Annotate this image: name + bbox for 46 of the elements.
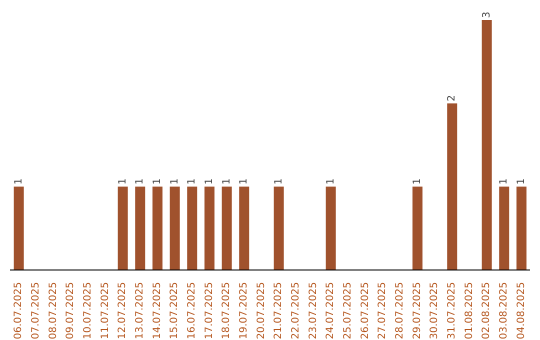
data-label: 1	[498, 178, 510, 185]
x-tick-label: 18.07.2025	[221, 282, 232, 340]
data-label: 3	[481, 12, 492, 18]
x-tick-label: 14.07.2025	[152, 282, 163, 340]
data-label: 1	[204, 178, 215, 185]
x-tick-label: 30.07.2025	[429, 282, 440, 340]
x-tick-label: 11.07.2025	[100, 282, 111, 340]
x-tick-label: 19.07.2025	[238, 282, 250, 340]
data-label: 1	[117, 178, 128, 185]
x-tick-label: 13.07.2025	[134, 282, 146, 340]
x-tick-label: 29.07.2025	[412, 282, 423, 340]
data-label: 1	[221, 178, 232, 185]
data-label: 1	[238, 178, 250, 185]
data-label: 1	[186, 178, 198, 185]
x-tick-label: 03.08.2025	[498, 282, 510, 340]
data-label: 1	[412, 178, 423, 185]
data-label: 1	[325, 178, 336, 185]
x-tick-label: 10.07.2025	[82, 282, 94, 340]
data-label: 1	[516, 178, 527, 185]
x-tick-label: 31.07.2025	[446, 282, 458, 340]
x-tick-label: 08.07.2025	[48, 282, 59, 340]
x-tick-label: 20.07.2025	[256, 282, 267, 340]
x-tick-label: 01.08.2025	[464, 282, 475, 340]
x-tick-label: 26.07.2025	[360, 282, 371, 340]
x-tick-label: 21.07.2025	[273, 282, 284, 340]
x-tick-label: 17.07.2025	[204, 282, 215, 340]
x-tick-label: 27.07.2025	[377, 282, 388, 340]
x-tick-label: 16.07.2025	[186, 282, 198, 340]
data-label: 1	[134, 178, 146, 185]
x-tick-label: 07.07.2025	[30, 282, 42, 340]
x-tick-label: 23.07.2025	[308, 282, 319, 340]
x-tick-label: 15.07.2025	[169, 282, 180, 340]
x-tick-label: 09.07.2025	[65, 282, 76, 340]
x-tick-label: 28.07.2025	[394, 282, 406, 340]
x-tick-label: 12.07.2025	[117, 282, 128, 340]
x-tick-label: 02.08.2025	[481, 282, 492, 340]
data-label: 1	[13, 178, 24, 185]
x-tick-label: 22.07.2025	[290, 282, 302, 340]
data-label: 1	[169, 178, 180, 185]
x-tick-label: 24.07.2025	[325, 282, 336, 340]
data-label: 1	[273, 178, 284, 185]
x-tick-label: 25.07.2025	[342, 282, 354, 340]
x-tick-label: 06.07.2025	[13, 282, 24, 340]
data-label: 2	[446, 94, 458, 102]
data-label: 1	[152, 178, 163, 185]
x-tick-label: 04.08.2025	[516, 282, 527, 340]
